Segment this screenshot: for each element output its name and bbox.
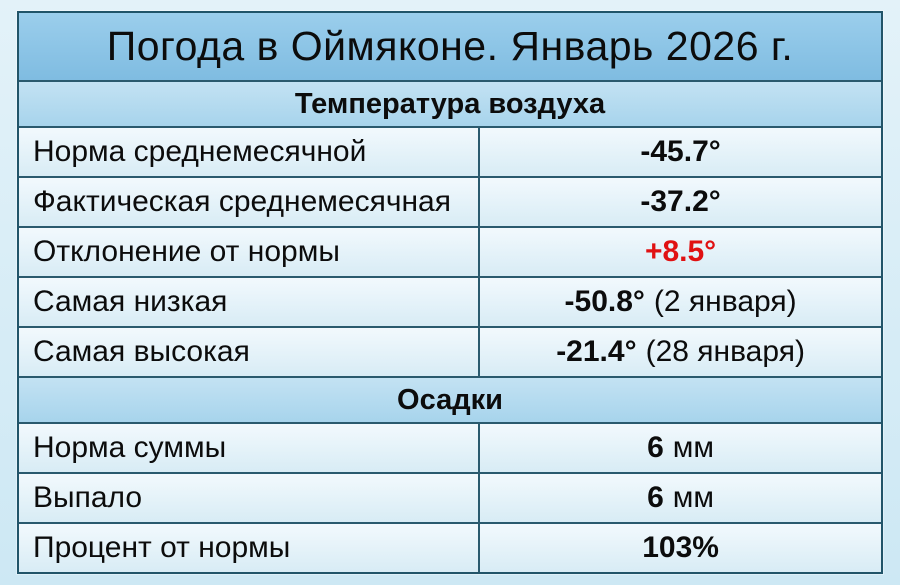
row-label: Выпало [19,474,481,522]
table-row-norm-monthly: Норма среднемесячной -45.7° [19,126,881,176]
row-label: Фактическая среднемесячная [19,178,481,226]
row-value: -37.2° [480,178,881,226]
table-row-actual-monthly: Фактическая среднемесячная -37.2° [19,176,881,226]
value-note: (2 января) [653,285,797,318]
section-header-temperature: Температура воздуха [19,80,881,126]
table-row-precip-fallen: Выпало 6 мм [19,472,881,522]
value-number: 6 [647,481,664,514]
section-header-precipitation: Осадки [19,376,881,422]
row-value: -45.7° [480,128,881,176]
value-unit: мм [672,431,715,464]
table-row-precip-norm: Норма суммы 6 мм [19,422,881,472]
row-label: Самая низкая [19,278,481,326]
row-value: -50.8° (2 января) [480,278,881,326]
page-title: Погода в Оймяконе. Январь 2026 г. [19,13,881,80]
value-unit: мм [672,481,715,514]
value-number: 6 [647,431,664,464]
row-label: Процент от нормы [19,524,481,572]
value-number-red: +8.5° [644,235,717,268]
table-row-highest: Самая высокая -21.4° (28 января) [19,326,881,376]
row-value: +8.5° [480,228,881,276]
row-value: 6 мм [480,424,881,472]
row-label: Норма суммы [19,424,481,472]
row-label: Самая высокая [19,328,481,376]
table-row-precip-percent: Процент от нормы 103% [19,522,881,572]
value-number: -21.4° [556,335,637,368]
value-number: 103% [642,531,719,564]
row-label: Норма среднемесячной [19,128,481,176]
value-number: -45.7° [640,135,721,168]
value-number: -50.8° [564,285,645,318]
weather-table: Погода в Оймяконе. Январь 2026 г. Темпер… [17,11,883,574]
row-value: -21.4° (28 января) [480,328,881,376]
value-number: -37.2° [640,185,721,218]
value-note: (28 января) [645,335,805,368]
row-label: Отклонение от нормы [19,228,481,276]
table-row-lowest: Самая низкая -50.8° (2 января) [19,276,881,326]
row-value: 103% [480,524,881,572]
table-row-deviation: Отклонение от нормы +8.5° [19,226,881,276]
row-value: 6 мм [480,474,881,522]
